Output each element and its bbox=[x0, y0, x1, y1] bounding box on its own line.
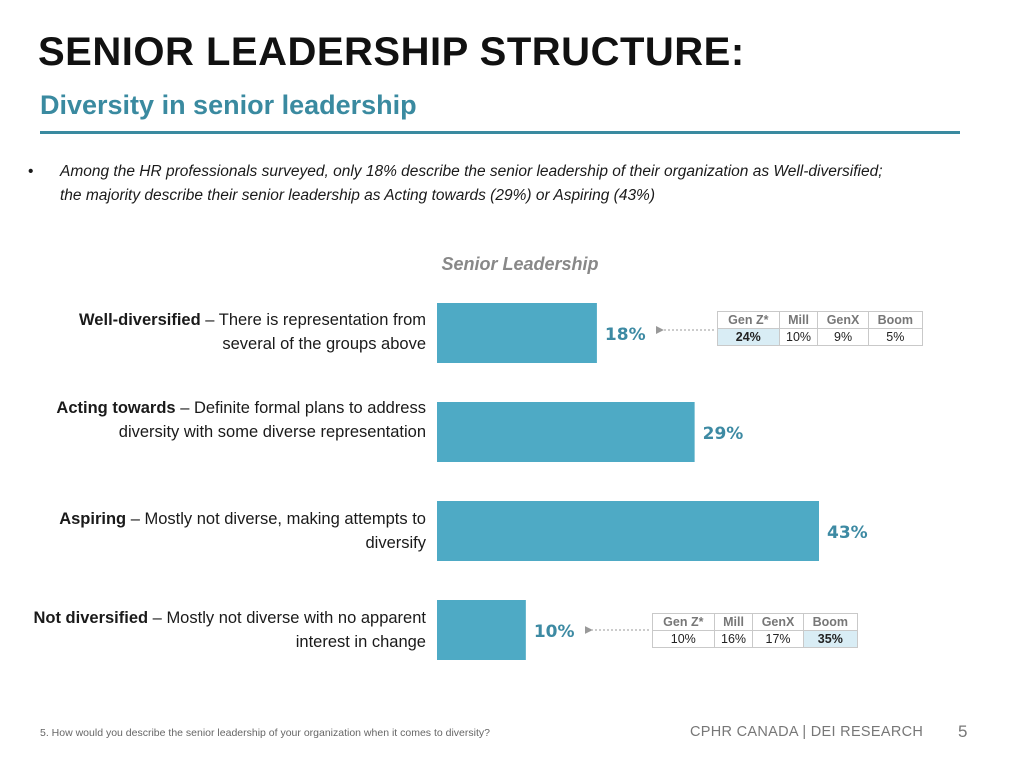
page-subtitle: Diversity in senior leadership bbox=[40, 90, 417, 120]
category-name: Aspiring bbox=[59, 510, 127, 528]
generation-table-well-diversified: Gen Z* Mill GenX Boom 24% 10% 9% 5% bbox=[717, 311, 924, 346]
gen-value: 10% bbox=[778, 328, 819, 346]
category-name: Well-diversified bbox=[79, 311, 201, 329]
gen-value: 35% bbox=[802, 630, 859, 648]
generation-value-row: 24% 10% 9% 5% bbox=[717, 328, 924, 346]
generation-header-row: Gen Z* Mill GenX Boom bbox=[652, 613, 859, 631]
value-label-not-diversified: 10% bbox=[534, 622, 575, 642]
category-label-aspiring: Aspiring – Mostly not diverse, making at… bbox=[26, 507, 426, 555]
gen-header: Gen Z* bbox=[717, 311, 780, 329]
gen-header: GenX bbox=[817, 311, 869, 329]
category-label-acting-towards: Acting towards – Definite formal plans t… bbox=[26, 396, 426, 444]
value-label-well-diversified: 18% bbox=[605, 325, 646, 345]
question-footnote: 5. How would you describe the senior lea… bbox=[40, 727, 490, 739]
gen-value: 9% bbox=[817, 328, 869, 346]
gen-value: 16% bbox=[713, 630, 754, 648]
title-divider bbox=[40, 131, 960, 134]
page-title: SENIOR LEADERSHIP STRUCTURE: bbox=[38, 30, 745, 74]
bar-well-diversified bbox=[437, 303, 597, 363]
value-label-acting-towards: 29% bbox=[703, 424, 744, 444]
gen-value: 5% bbox=[867, 328, 924, 346]
bullet-marker: • bbox=[28, 163, 34, 180]
bar-acting-towards bbox=[437, 402, 695, 462]
gen-header: Boom bbox=[867, 311, 924, 329]
summary-bullet: • Among the HR professionals surveyed, o… bbox=[28, 160, 908, 208]
value-label-aspiring: 43% bbox=[827, 523, 868, 543]
gen-value: 10% bbox=[652, 630, 715, 648]
category-description: – Mostly not diverse, making attempts to… bbox=[126, 510, 426, 552]
gen-header: GenX bbox=[752, 613, 804, 631]
chart-title: Senior Leadership bbox=[441, 254, 599, 274]
generation-header-row: Gen Z* Mill GenX Boom bbox=[717, 311, 924, 329]
gen-header: Mill bbox=[713, 613, 754, 631]
bullet-text: Among the HR professionals surveyed, onl… bbox=[60, 163, 883, 204]
gen-value: 17% bbox=[752, 630, 804, 648]
bar-aspiring bbox=[437, 501, 819, 561]
generation-value-row: 10% 16% 17% 35% bbox=[652, 630, 859, 648]
category-description: – Definite formal plans to address diver… bbox=[118, 399, 426, 441]
gen-header: Mill bbox=[778, 311, 819, 329]
category-name: Acting towards bbox=[56, 399, 176, 417]
page-number: 5 bbox=[958, 722, 968, 741]
category-label-well-diversified: Well-diversified – There is representati… bbox=[26, 308, 426, 356]
generation-table-not-diversified: Gen Z* Mill GenX Boom 10% 16% 17% 35% bbox=[652, 613, 859, 648]
gen-header: Boom bbox=[802, 613, 859, 631]
category-name: Not diversified bbox=[33, 609, 149, 627]
category-description: – There is representation from several o… bbox=[200, 311, 426, 353]
category-label-not-diversified: Not diversified – Mostly not diverse wit… bbox=[26, 606, 426, 654]
brand-footer: CPHR CANADA | DEI RESEARCH bbox=[690, 724, 924, 740]
category-description: – Mostly not diverse with no apparent in… bbox=[148, 609, 426, 651]
gen-header: Gen Z* bbox=[652, 613, 715, 631]
gen-value: 24% bbox=[717, 328, 780, 346]
bar-not-diversified bbox=[437, 600, 526, 660]
